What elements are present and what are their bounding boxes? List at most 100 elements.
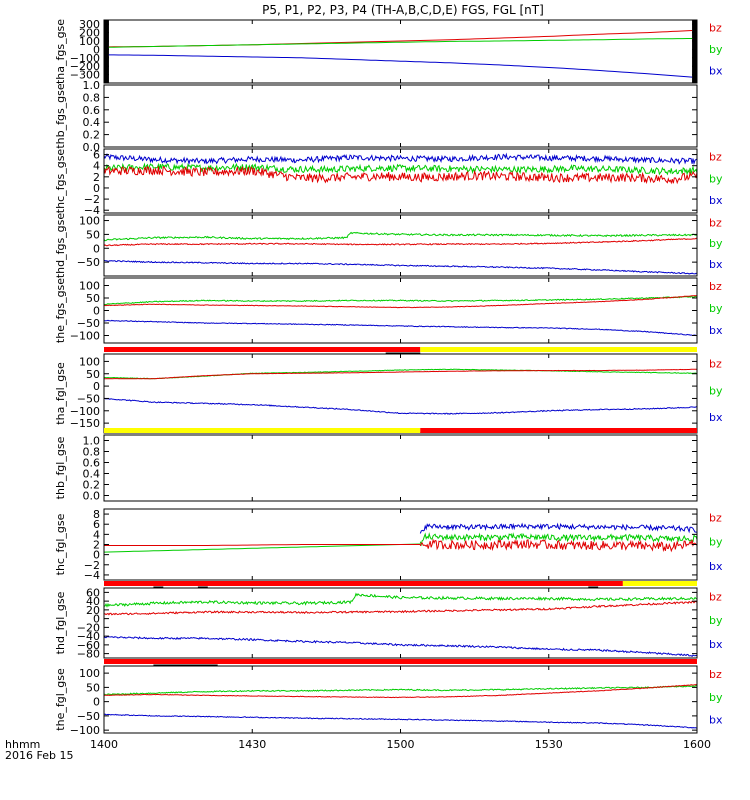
time-axis-label: hhmm [5, 738, 40, 751]
y-tick-label: 0.6 [83, 104, 101, 117]
y-tick-label: 0.8 [83, 446, 101, 459]
y-tick-label: 300 [79, 18, 100, 31]
y-tick-label: 0.2 [83, 479, 101, 492]
legend-label-by: by [709, 614, 723, 627]
series-line-by [419, 532, 697, 547]
y-tick-label: 2 [93, 539, 100, 552]
panel-frame [103, 84, 698, 148]
panel-ylabel: tha_fgs_gse [54, 19, 67, 84]
time-axis: hhmm 2016 Feb 15 1400 1430 1500 1530 1600 [5, 738, 711, 762]
series-group [104, 592, 697, 658]
series-line-bz [104, 165, 697, 185]
legend-label-bx: bx [709, 194, 723, 207]
legend-label-bz: bz [709, 216, 722, 229]
legend-label-bz: bz [709, 22, 722, 35]
series-line-bz [104, 237, 697, 247]
legend-label-bz: bz [709, 151, 722, 164]
panel-frame [103, 214, 698, 277]
legend-label-bz: bz [709, 668, 722, 681]
y-tick-label: 50 [86, 228, 100, 241]
y-tick-label: −2 [84, 193, 100, 206]
panel-frame [103, 434, 698, 502]
y-tick-label: 0 [93, 242, 100, 255]
y-tick-label: 0.2 [83, 129, 101, 142]
y-tick-label: 6 [93, 518, 100, 531]
data-gap-block [104, 20, 109, 83]
y-tick-label: −4 [84, 204, 100, 217]
y-tick-label: −4 [84, 569, 100, 582]
series-line-by [104, 592, 697, 608]
series-line-bx [104, 152, 697, 166]
data-gap-block [692, 20, 697, 83]
y-tick-label: −100 [70, 330, 100, 343]
panel-ylabel: the_fgs_gse [54, 278, 67, 343]
series-line-bz [104, 295, 697, 309]
y-tick-label: −50 [77, 317, 100, 330]
panel-ylabel: tha_fgl_gse [54, 362, 67, 425]
y-tick-label: 0 [93, 305, 100, 318]
legend-label-bx: bx [709, 64, 723, 77]
x-tick-label: 1430 [238, 738, 266, 751]
y-tick-label: 0.0 [83, 490, 101, 503]
y-tick-label: 1.0 [83, 79, 101, 92]
y-tick-label: 100 [79, 35, 100, 48]
legend-label-by: by [709, 384, 723, 397]
panel-frame [103, 277, 698, 344]
legend-label-bz: bz [709, 280, 722, 293]
x-tick-label: 1400 [90, 738, 118, 751]
y-tick-label: 40 [86, 595, 100, 608]
series-group [104, 295, 697, 337]
figure-title: P5, P1, P2, P3, P4 (TH-A,B,C,D,E) FGS, F… [262, 3, 544, 17]
legend-label-bz: bz [709, 357, 722, 370]
legend-label-bx: bx [709, 411, 723, 424]
series-line-bz [108, 30, 693, 48]
y-tick-label: −40 [77, 630, 100, 643]
y-tick-label: 0 [93, 549, 100, 562]
flag-bar-segment [104, 581, 623, 586]
y-tick-label: 4 [93, 160, 100, 173]
series-line-bz [104, 684, 697, 699]
y-tick-label: −50 [77, 256, 100, 269]
y-tick-label: −100 [70, 52, 100, 65]
series-group [108, 30, 693, 78]
panel-ylabel: thc_fgl_gse [54, 513, 67, 575]
y-tick-label: 8 [93, 508, 100, 521]
flag-bar-segment [420, 347, 697, 352]
series-group [104, 231, 697, 275]
series-group [104, 684, 697, 729]
y-tick-label: 0.4 [83, 116, 101, 129]
series-line-by [104, 162, 697, 176]
y-tick-label: 6 [93, 149, 100, 162]
y-tick-label: −100 [70, 405, 100, 418]
series-line-by [104, 684, 697, 696]
panel-7: 1.00.80.60.40.20.0 thb_fgl_gse [54, 428, 698, 503]
legend-label-by: by [709, 302, 723, 315]
flag-bar-segment [104, 428, 421, 433]
series-line-bz [104, 600, 697, 616]
series-line-bx [104, 259, 697, 275]
series-line-bz [104, 368, 697, 380]
y-tick-label: −60 [77, 639, 100, 652]
series-line-bx [104, 713, 697, 729]
y-tick-label: 4 [93, 528, 100, 541]
y-tick-label: −2 [84, 559, 100, 572]
legend-label-bx: bx [709, 560, 723, 573]
y-tick-label: 50 [86, 292, 100, 305]
y-tick-label: 50 [86, 681, 100, 694]
y-tick-label: −20 [77, 621, 100, 634]
series-group [104, 368, 697, 415]
y-tick-label: 0.4 [83, 468, 101, 481]
x-tick-label: 1600 [683, 738, 711, 751]
series-line-by [104, 543, 421, 553]
series-line-by [104, 231, 697, 242]
panel-2: 1.00.80.60.40.20.0 thb_fgs_gse [54, 79, 698, 154]
y-tick-label: −200 [70, 60, 100, 73]
y-tick-label: 200 [79, 27, 100, 40]
series-line-bx [108, 54, 693, 78]
time-axis-date: 2016 Feb 15 [5, 749, 73, 762]
